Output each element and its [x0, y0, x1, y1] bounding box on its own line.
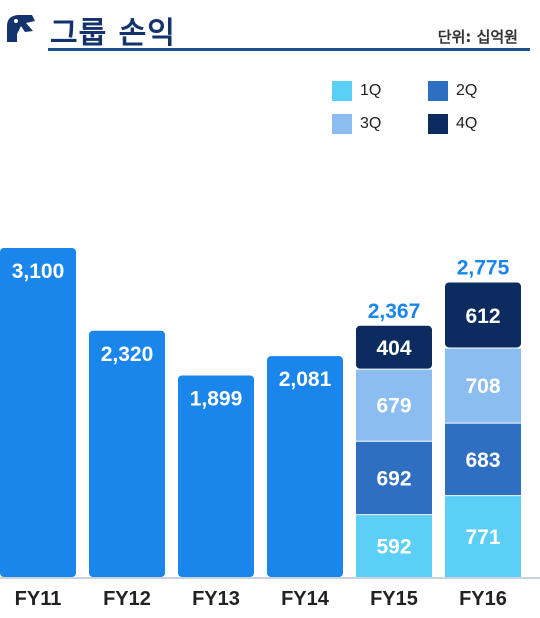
- bar-label-fy14: 2,081: [279, 368, 332, 391]
- total-label-fy16: 2,775: [457, 256, 510, 279]
- x-tick-fy15: FY15: [370, 588, 418, 610]
- segment-label-fy16-q2: 683: [465, 449, 500, 472]
- segment-fy15-q4: [356, 325, 432, 369]
- x-tick-fy12: FY12: [103, 588, 151, 610]
- segment-fy16-q4: [445, 282, 521, 348]
- bar-fy11: [0, 248, 76, 577]
- legend-label-2q: 2Q: [456, 82, 478, 99]
- company-logo-icon: [7, 15, 35, 42]
- segment-label-fy15-q1: 592: [376, 536, 411, 559]
- chart-legend: 1Q 2Q 3Q 4Q: [332, 80, 532, 140]
- legend-swatch-2q: [428, 81, 448, 101]
- bar-fy12: [89, 330, 165, 577]
- header: 그룹 손익 단위: 십억원: [0, 0, 540, 56]
- legend-swatch-4q: [428, 114, 448, 134]
- legend-item-1q: 1Q: [332, 80, 381, 102]
- segment-fy16-q1: [445, 495, 521, 577]
- x-tick-fy13: FY13: [192, 588, 240, 610]
- segment-fy15-q1: [356, 514, 432, 577]
- segment-label-fy16-q1: 771: [465, 526, 500, 549]
- segment-label-fy16-q3: 708: [465, 375, 500, 398]
- bar-label-fy12: 2,320: [101, 343, 154, 366]
- legend-label-3q: 3Q: [360, 115, 382, 132]
- segment-label-fy15-q4: 404: [376, 337, 411, 360]
- bar-label-fy11: 3,100: [12, 260, 65, 283]
- bar-fy14: [267, 356, 343, 577]
- bar-fy13: [178, 375, 254, 577]
- legend-swatch-3q: [332, 114, 352, 134]
- unit-label: 단위: 십억원: [437, 28, 518, 46]
- x-tick-fy14: FY14: [281, 588, 330, 610]
- x-tick-fy11: FY11: [15, 588, 62, 610]
- bar-label-fy13: 1,899: [190, 387, 243, 410]
- segment-fy16-q3: [445, 347, 521, 423]
- legend-swatch-1q: [332, 81, 352, 101]
- x-tick-fy16: FY16: [459, 588, 507, 610]
- segment-label-fy15-q3: 679: [376, 395, 411, 418]
- segment-label-fy15-q2: 692: [376, 467, 411, 490]
- legend-item-3q: 3Q: [332, 113, 381, 135]
- legend-item-2q: 2Q: [428, 80, 477, 102]
- legend-label-4q: 4Q: [456, 115, 478, 132]
- segment-fy16-q2: [445, 422, 521, 496]
- legend-label-1q: 1Q: [360, 82, 382, 99]
- segment-label-fy16-q4: 612: [465, 305, 500, 328]
- legend-item-4q: 4Q: [428, 113, 477, 135]
- segment-fy15-q3: [356, 368, 432, 441]
- header-rule: [48, 48, 530, 51]
- total-label-fy15: 2,367: [368, 300, 421, 323]
- page-title: 그룹 손익: [50, 16, 176, 51]
- segment-fy15-q2: [356, 440, 432, 515]
